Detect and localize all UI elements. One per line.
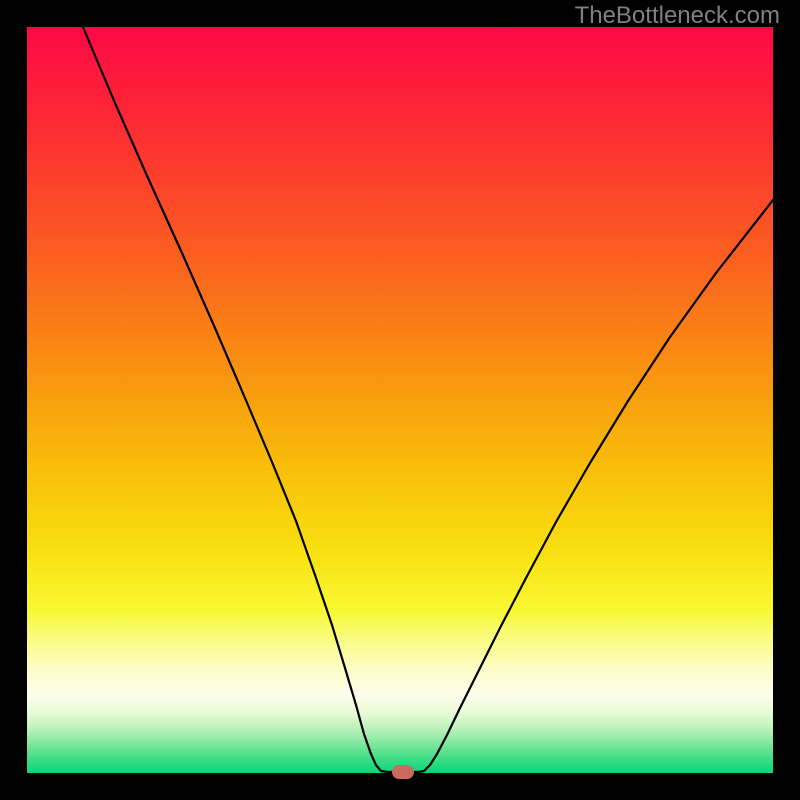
bottleneck-curve (83, 27, 773, 772)
chart-container: TheBottleneck.com (0, 0, 800, 800)
minimum-marker (392, 765, 414, 779)
curve-layer (0, 0, 800, 800)
watermark-text: TheBottleneck.com (575, 2, 780, 30)
